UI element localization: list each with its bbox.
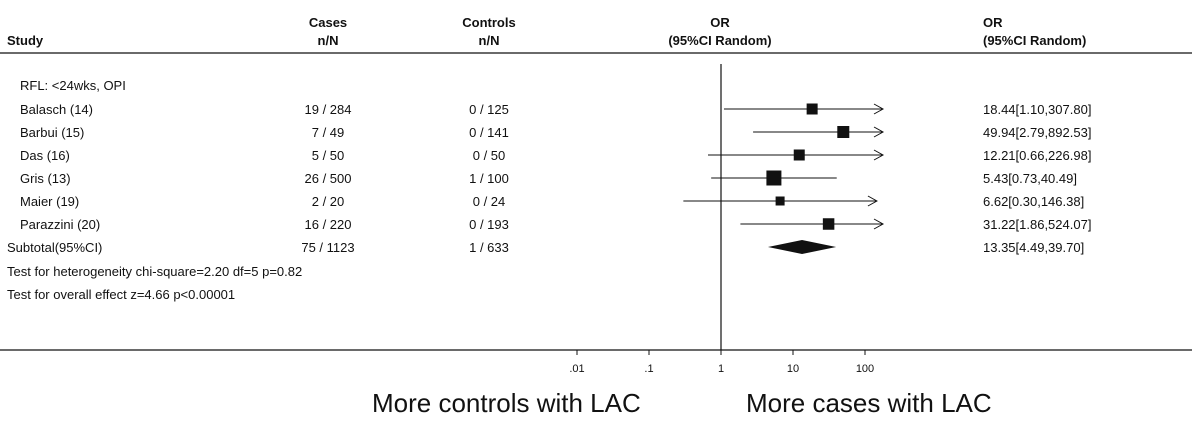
header-study: Study	[7, 33, 44, 48]
study-ci-arrow	[873, 149, 885, 161]
study-ci-arrow	[873, 103, 885, 115]
study-ci-text: 31.22[1.86,524.07]	[983, 217, 1092, 232]
group-label: RFL: <24wks, OPI	[20, 78, 126, 93]
study-cases: 19 / 284	[304, 102, 352, 117]
study-ci-text: 6.62[0.30,146.38]	[983, 194, 1085, 209]
x-tick-label: 100	[856, 363, 874, 375]
study-controls: 0 / 141	[469, 125, 509, 140]
header-or-plot-bottom: (95%CI Random)	[668, 33, 772, 48]
study-controls: 0 / 193	[469, 217, 509, 232]
study-ci-text: 49.94[2.79,892.53]	[983, 125, 1092, 140]
study-point-square	[806, 103, 818, 115]
study-ci-arrow	[873, 126, 885, 138]
x-tick-label: .1	[644, 363, 653, 375]
header-or-text-top: OR	[983, 15, 1003, 30]
study-name: Barbui (15)	[20, 125, 85, 140]
heterogeneity-test: Test for heterogeneity chi-square=2.20 d…	[7, 264, 303, 279]
study-cases: 2 / 20	[311, 194, 345, 209]
x-tick-label: 10	[787, 363, 799, 375]
study-ci-text: 18.44[1.10,307.80]	[983, 102, 1092, 117]
study-ci-text: 12.21[0.66,226.98]	[983, 148, 1092, 163]
study-name: Parazzini (20)	[20, 217, 101, 232]
study-point-square	[793, 149, 805, 161]
subtotal-ci-text: 13.35[4.49,39.70]	[983, 240, 1085, 255]
study-point-square	[822, 218, 835, 230]
study-controls: 1 / 100	[469, 171, 509, 186]
study-cases: 7 / 49	[311, 125, 345, 140]
study-ci-text: 5.43[0.73,40.49]	[983, 171, 1077, 186]
study-ci-arrow	[873, 218, 885, 230]
favours-right-label: More cases with LAC	[746, 388, 992, 418]
study-controls: 0 / 24	[472, 194, 506, 209]
subtotal-cases: 75 / 1123	[301, 240, 355, 255]
header-or-text-bottom: (95%CI Random)	[983, 33, 1087, 48]
header-cases-bottom: n/N	[317, 33, 339, 48]
subtotal-name: Subtotal(95%CI)	[7, 240, 103, 255]
study-point-square	[766, 170, 782, 186]
header-or-plot-top: OR	[710, 15, 730, 30]
study-controls: 0 / 125	[469, 102, 509, 117]
study-name: Gris (13)	[20, 171, 71, 186]
study-cases: 16 / 220	[304, 217, 352, 232]
subtotal-controls: 1 / 633	[469, 240, 509, 255]
study-cases: 26 / 500	[304, 171, 352, 186]
x-tick-label: 1	[718, 363, 724, 375]
study-ci-arrow	[867, 195, 878, 207]
favours-left-label: More controls with LAC	[372, 388, 641, 418]
header-controls-top: Controls	[462, 15, 516, 30]
overall-effect-test: Test for overall effect z=4.66 p<0.00001	[7, 287, 236, 302]
study-name: Das (16)	[20, 148, 70, 163]
x-tick-label: .01	[569, 363, 584, 375]
study-controls: 0 / 50	[472, 148, 506, 163]
subtotal-diamond	[767, 240, 837, 254]
study-name: Maier (19)	[20, 194, 80, 209]
study-point-square	[775, 196, 785, 206]
header-cases-top: Cases	[308, 15, 348, 30]
study-point-square	[837, 126, 850, 138]
header-controls-bottom: n/N	[478, 33, 500, 48]
study-cases: 5 / 50	[311, 148, 345, 163]
study-name: Balasch (14)	[20, 102, 93, 117]
